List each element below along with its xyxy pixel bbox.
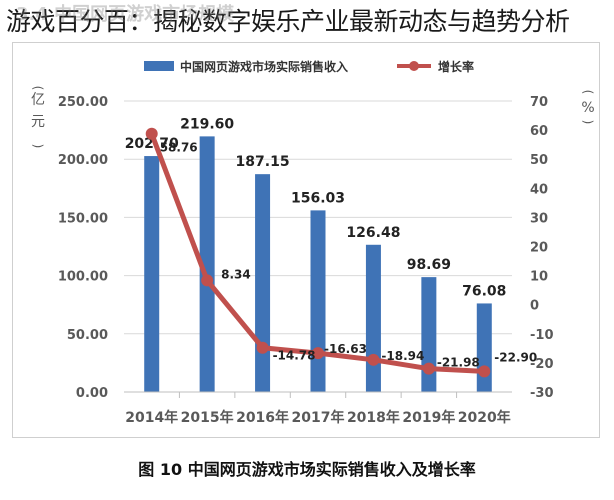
y-tick-right: 0 xyxy=(530,299,539,314)
x-tick-label: 2018年 xyxy=(347,409,400,426)
y-tick-right: 10 xyxy=(530,270,548,285)
y-tick-left: 100.00 xyxy=(58,270,108,285)
bar xyxy=(421,277,437,392)
legend-bar-label: 中国网页游戏市场实际销售收入 xyxy=(180,59,348,74)
x-tick-label: 2019年 xyxy=(402,409,455,426)
growth-value-label: -22.90 xyxy=(494,350,537,364)
y-tick-right: -10 xyxy=(530,328,554,343)
growth-value-label: 58.76 xyxy=(160,141,198,155)
page-headline: 游戏百分百：揭秘数字娱乐产业最新动态与趋势分析 xyxy=(6,7,570,36)
x-tick-label: 2016年 xyxy=(236,409,289,426)
y-tick-right: -30 xyxy=(530,386,554,401)
bar-value-label: 219.60 xyxy=(180,116,234,132)
y-tick-left: 150.00 xyxy=(58,211,108,226)
growth-point xyxy=(201,274,214,287)
chart-frame xyxy=(12,42,600,438)
y-axis-label-left-char: 元 xyxy=(31,114,45,130)
growth-value-label: -16.63 xyxy=(324,342,367,356)
y-tick-left: 0.00 xyxy=(76,386,108,401)
y-tick-right: -20 xyxy=(530,357,554,372)
x-tick-label: 2014年 xyxy=(125,409,178,426)
y-axis-label-right: % xyxy=(581,100,594,116)
y-tick-right: 70 xyxy=(530,95,548,110)
growth-value-label: -14.78 xyxy=(273,349,316,363)
y-tick-right: 30 xyxy=(530,211,548,226)
figure-caption: 图 10 中国网页游戏市场实际销售收入及增长率 xyxy=(138,460,476,479)
y-axis-label-right-paren: ( xyxy=(581,90,595,95)
watermark-text: 3.4 中国网页游戏市场规模 xyxy=(16,4,235,25)
growth-point xyxy=(145,127,158,140)
y-axis-label-left-char: 亿 xyxy=(31,92,45,108)
bar xyxy=(365,244,381,392)
y-tick-left: 50.00 xyxy=(67,328,108,343)
y-tick-right: 50 xyxy=(530,153,548,168)
y-axis-label-left-paren: ) xyxy=(31,144,45,149)
y-tick-left: 200.00 xyxy=(58,153,108,168)
bar xyxy=(255,174,271,392)
growth-value-label: -18.94 xyxy=(381,349,424,363)
legend-bar-swatch xyxy=(144,61,174,71)
growth-value-label: 8.34 xyxy=(221,267,251,281)
bar-value-label: 126.48 xyxy=(346,225,400,241)
y-tick-right: 20 xyxy=(530,241,548,256)
legend-line-label: 增长率 xyxy=(438,59,474,74)
growth-point xyxy=(256,341,269,354)
bar xyxy=(310,210,326,392)
bar-value-label: 156.03 xyxy=(291,190,345,206)
growth-point xyxy=(422,362,435,375)
y-axis-label-right-paren: ) xyxy=(581,120,595,125)
bar xyxy=(144,156,160,392)
x-tick-label: 2017年 xyxy=(292,409,345,426)
y-axis-label-left-paren: ( xyxy=(31,86,45,91)
bar xyxy=(199,136,215,392)
growth-point xyxy=(367,353,380,366)
bar xyxy=(476,303,492,392)
bar-value-label: 202.70 xyxy=(125,136,179,152)
bar-value-label: 98.69 xyxy=(407,257,451,273)
legend-line-marker xyxy=(409,61,419,71)
growth-point xyxy=(312,347,324,360)
y-tick-right: 60 xyxy=(530,124,548,139)
x-tick-label: 2015年 xyxy=(181,409,234,426)
bar-value-label: 187.15 xyxy=(236,154,290,170)
growth-point xyxy=(478,365,491,378)
x-tick-label: 2020年 xyxy=(458,409,511,426)
y-tick-left: 250.00 xyxy=(58,95,108,110)
growth-value-label: -21.98 xyxy=(437,356,480,370)
y-tick-right: 40 xyxy=(530,182,548,197)
bar-value-label: 76.08 xyxy=(462,283,506,299)
